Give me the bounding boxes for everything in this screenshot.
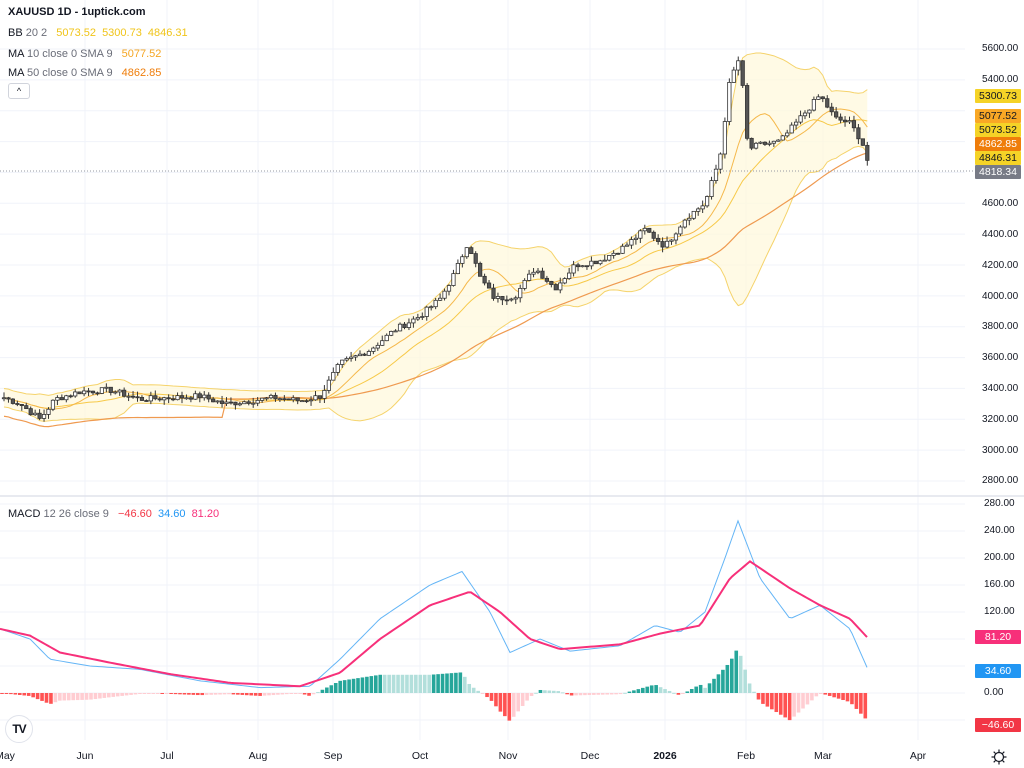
time-label: Mar [813,750,833,762]
price-label: 5077.52 [975,109,1021,123]
price-tick: 4600.00 [982,198,1019,209]
macd-tick: 0.00 [984,687,1004,698]
ma10-key: MA [8,48,24,60]
price-label: 4846.31 [975,151,1021,165]
macd-signal-value: 81.20 [191,508,220,520]
price-tick: 5600.00 [982,43,1019,54]
macd-label: 34.60 [975,664,1021,678]
time-label: May [0,750,15,762]
time-label: 2026 [653,750,677,762]
macd-params: 12 26 close 9 [43,508,109,520]
macd-tick: 160.00 [984,579,1015,590]
macd-label: −46.60 [975,718,1021,732]
price-tick: 5400.00 [982,74,1019,85]
bb-params: 20 2 [25,27,48,39]
price-label: 4818.34 [975,165,1021,179]
bb-key: BB [8,27,23,39]
price-tick: 4000.00 [982,291,1019,302]
time-label: Jun [76,750,94,762]
ma50-legend[interactable]: MA 50 close 0 SMA 9 4862.85 [8,67,161,79]
time-label: Apr [909,750,927,762]
bb-upper-value: 5300.73 [102,27,142,39]
macd-line-value: 34.60 [157,508,186,520]
symbol-title: XAUUSD 1D - 1uptick.com [8,6,146,18]
macd-tick: 120.00 [984,606,1015,617]
bb-legend[interactable]: BB 20 2 5073.52 5300.73 4846.31 [8,27,188,39]
time-label: Feb [736,750,756,762]
macd-label: 81.20 [975,630,1021,644]
price-tick: 4200.00 [982,260,1019,271]
ma10-legend[interactable]: MA 10 close 0 SMA 9 5077.52 [8,48,161,60]
time-label: Nov [498,750,518,762]
bb-basis-value: 5073.52 [56,27,96,39]
ma10-value: 5077.52 [121,48,162,60]
price-label: 5300.73 [975,89,1021,103]
ma50-value: 4862.85 [121,67,162,79]
price-label: 4862.85 [975,137,1021,151]
macd-key: MACD [8,508,41,520]
macd-legend[interactable]: MACD 12 26 close 9 −46.60 34.60 81.20 [8,508,219,520]
gear-icon[interactable] [990,748,1008,766]
collapse-legend-button[interactable]: ^ [8,83,30,99]
time-label: Aug [248,750,268,762]
time-label: Dec [580,750,600,762]
logo-text: TV [12,722,26,736]
time-label: Sep [323,750,343,762]
ma10-params: 10 close 0 SMA 9 [26,48,113,60]
bb-lower-value: 4846.31 [147,27,188,39]
price-tick: 3600.00 [982,352,1019,363]
price-tick: 3400.00 [982,383,1019,394]
price-tick: 3000.00 [982,445,1019,456]
ma50-key: MA [8,67,24,79]
ma50-params: 50 close 0 SMA 9 [26,67,113,79]
price-tick: 3200.00 [982,414,1019,425]
tradingview-logo[interactable]: TV [5,715,33,743]
macd-tick: 280.00 [984,498,1015,509]
price-tick: 4400.00 [982,229,1019,240]
time-label: Oct [411,750,429,762]
chevron-up-icon: ^ [16,86,22,96]
price-tick: 3800.00 [982,321,1019,332]
price-tick: 2800.00 [982,475,1019,486]
macd-hist-value: −46.60 [117,508,152,520]
price-label: 5073.52 [975,123,1021,137]
macd-tick: 200.00 [984,552,1015,563]
macd-tick: 240.00 [984,525,1015,536]
time-label: Jul [160,750,174,762]
